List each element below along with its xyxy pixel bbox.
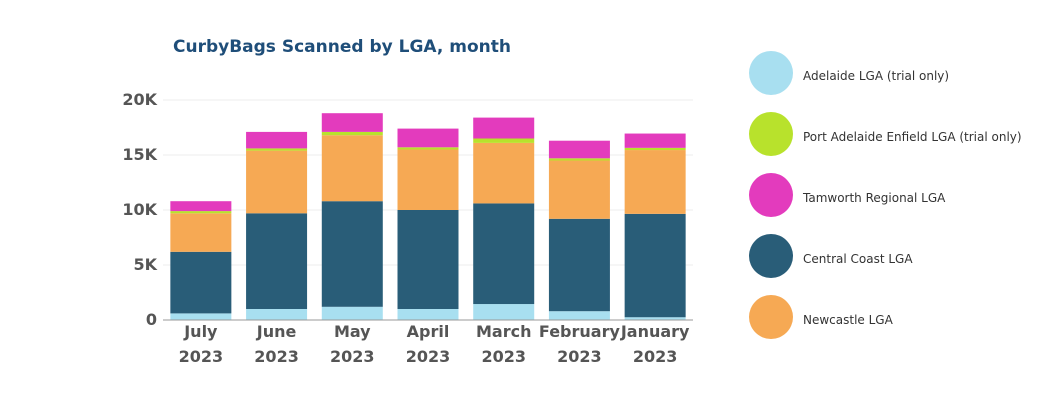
x-tick-label: January 2023: [620, 322, 690, 366]
legend-label: Port Adelaide Enfield LGA (trial only): [803, 130, 1022, 144]
legend-swatch: [749, 173, 793, 217]
x-tick-label-line: January: [620, 322, 690, 341]
bar-segment: [473, 203, 535, 305]
legend-swatch: [749, 51, 793, 95]
x-tick-label: May 2023: [330, 322, 375, 366]
bar-segment: [246, 213, 308, 309]
legend-swatch: [749, 295, 793, 339]
bar-segment: [397, 309, 459, 320]
legend-swatch: [749, 234, 793, 278]
x-tick-label-line: June: [256, 322, 297, 341]
x-tick-label-line: 2023: [557, 347, 602, 366]
bar-segment: [548, 140, 610, 159]
y-tick-label: 15K: [122, 145, 157, 164]
bar-segment: [170, 213, 232, 252]
x-tick-label-line: March: [476, 322, 531, 341]
bar-segment: [170, 313, 232, 320]
bar-segment: [246, 150, 308, 214]
x-tick-label-line: February: [539, 322, 621, 341]
bar-segment: [170, 211, 232, 214]
x-tick-label: March 2023: [476, 322, 531, 366]
legend: Adelaide LGA (trial only) Port Adelaide E…: [749, 51, 1022, 339]
legend-label: Tamworth Regional LGA: [802, 191, 946, 205]
bar-segment: [397, 128, 459, 148]
bar-segment: [321, 135, 383, 202]
x-tick-label-line: 2023: [633, 347, 678, 366]
bar-segment: [321, 306, 383, 320]
bar-segment: [473, 117, 535, 139]
legend-swatch: [749, 112, 793, 156]
x-tick-label-line: 2023: [481, 347, 526, 366]
bar-segment: [624, 150, 686, 214]
legend-label: Adelaide LGA (trial only): [803, 69, 949, 83]
bar-segment: [624, 133, 686, 148]
bar-segment: [473, 142, 535, 204]
bar-segment: [624, 317, 686, 320]
x-tick-label-line: May: [334, 322, 371, 341]
bar-segment: [624, 147, 686, 151]
legend-label: Central Coast LGA: [803, 252, 913, 266]
bar-segment: [170, 251, 232, 314]
bar-segment: [397, 210, 459, 309]
bar-segment: [246, 148, 308, 151]
x-tick-label-line: 2023: [406, 347, 451, 366]
bar-segment: [548, 160, 610, 219]
y-tick-label: 10K: [122, 200, 157, 219]
bar-segment: [397, 147, 459, 150]
bar-segment: [246, 131, 308, 149]
bars: [170, 113, 686, 320]
x-tick-label: April 2023: [406, 322, 451, 366]
y-tick-label: 0: [146, 310, 157, 329]
bar-segment: [321, 201, 383, 307]
x-tick-label: July 2023: [179, 322, 224, 366]
bar-segment: [397, 149, 459, 210]
x-tick-label-line: 2023: [330, 347, 375, 366]
x-tick-label-line: July: [183, 322, 218, 341]
x-tick-label: February 2023: [539, 322, 621, 366]
bar-segment: [321, 131, 383, 136]
bar-segment: [624, 213, 686, 318]
x-tick-label: June 2023: [254, 322, 299, 366]
y-axis-ticks: 0 5K 10K 15K 20K: [122, 90, 157, 329]
x-tick-label-line: April: [407, 322, 450, 341]
bar-segment: [170, 201, 232, 212]
legend-label: Newcastle LGA: [803, 313, 894, 327]
bar-segment: [246, 309, 308, 320]
bar-segment: [473, 304, 535, 320]
bar-segment: [548, 158, 610, 161]
bar-segment: [473, 138, 535, 143]
x-axis-ticks: July 2023 June 2023 May 2023 April 2023 March 202…: [179, 322, 690, 366]
bar-segment: [548, 218, 610, 312]
bar-segment: [321, 113, 383, 132]
bar-segment: [548, 311, 610, 320]
x-tick-label-line: 2023: [254, 347, 299, 366]
x-tick-label-line: 2023: [179, 347, 224, 366]
y-tick-label: 20K: [122, 90, 157, 109]
chart-title: CurbyBags Scanned by LGA, month: [173, 37, 511, 57]
y-tick-label: 5K: [133, 255, 157, 274]
